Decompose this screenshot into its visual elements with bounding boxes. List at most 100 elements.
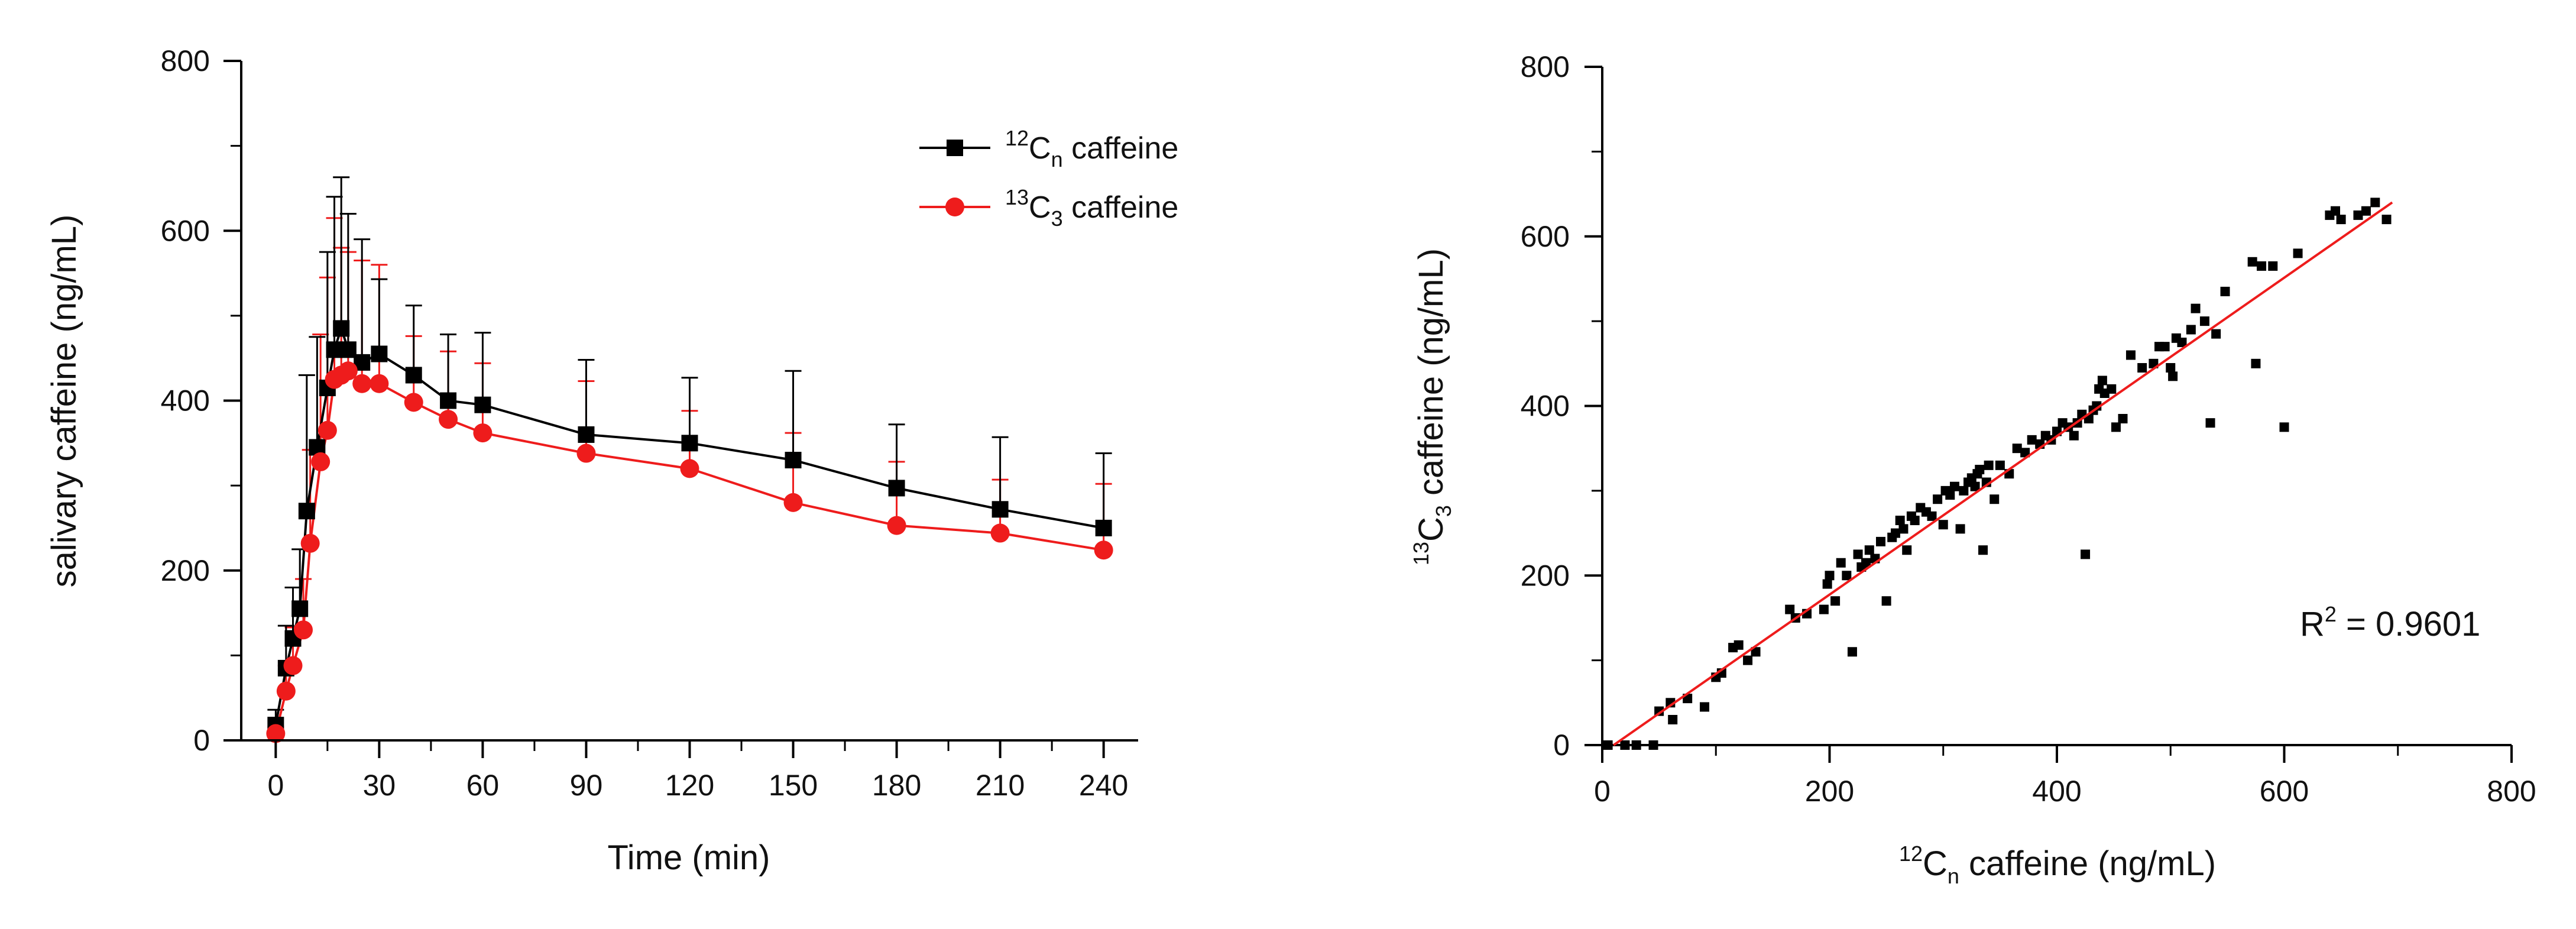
scatter-point-53 xyxy=(1975,465,1985,475)
series-markers xyxy=(266,320,1113,743)
marker-1-19 xyxy=(990,523,1010,543)
scatter-point-0 xyxy=(1603,740,1613,750)
scatter-point-91 xyxy=(2186,325,2196,335)
scatter-point-19 xyxy=(1822,579,1832,589)
marker-1-16 xyxy=(680,459,699,478)
left-y-tick-label-0: 0 xyxy=(193,724,210,757)
marker-0-7 xyxy=(326,341,343,358)
scatter-point-28 xyxy=(1864,545,1874,555)
scatter-point-2 xyxy=(1631,740,1641,750)
marker-0-19 xyxy=(991,501,1009,518)
right-x-tick-label-400: 400 xyxy=(2032,775,2081,808)
scatter-point-38 xyxy=(1910,516,1920,526)
scatter-point-45 xyxy=(1945,490,1955,500)
scatter-point-105 xyxy=(2336,215,2346,225)
scatter-point-33 xyxy=(1891,528,1901,538)
marker-0-17 xyxy=(785,452,802,469)
marker-0-18 xyxy=(888,480,905,497)
scatter-point-107 xyxy=(2361,206,2371,216)
scatter-point-27 xyxy=(1861,558,1871,568)
scatter-point-101 xyxy=(2279,422,2289,432)
scatter-point-20 xyxy=(1825,571,1835,581)
scatter-point-83 xyxy=(2137,362,2147,373)
marker-1-0 xyxy=(266,724,286,743)
scatter-point-77 xyxy=(2097,376,2107,386)
marker-1-15 xyxy=(576,444,596,463)
left-y-tick-label-600: 600 xyxy=(161,214,210,247)
legend-marker-circle xyxy=(945,198,964,216)
scatter-point-82 xyxy=(2125,350,2136,360)
right-x-tick-label-200: 200 xyxy=(1805,775,1854,808)
scatter-point-95 xyxy=(2211,329,2221,339)
marker-0-4 xyxy=(298,503,315,520)
left-x-tick-label-180: 180 xyxy=(872,769,921,802)
scatter-point-97 xyxy=(2247,257,2257,267)
scatter-point-23 xyxy=(1842,571,1852,581)
scatter-point-87 xyxy=(2166,362,2176,373)
marker-0-20 xyxy=(1095,519,1112,536)
scatter-point-34 xyxy=(1895,516,1905,526)
marker-1-5 xyxy=(311,452,330,471)
scatter-point-58 xyxy=(1995,460,2005,470)
scatter-point-6 xyxy=(1668,714,1678,724)
marker-1-6 xyxy=(317,420,337,440)
right-x-axis-title: 12Cn caffeine (ng/mL) xyxy=(1899,841,2216,888)
legend-marker-square xyxy=(947,140,963,156)
marker-0-11 xyxy=(371,345,388,362)
marker-0-15 xyxy=(578,426,595,443)
left-x-tick-label-120: 120 xyxy=(665,769,714,802)
marker-1-18 xyxy=(887,516,906,535)
scatter-point-30 xyxy=(1876,536,1886,546)
scatter-point-22 xyxy=(1836,558,1846,568)
left-y-tick-label-800: 800 xyxy=(161,44,210,77)
scatter-point-4 xyxy=(1654,706,1664,716)
right-x-tick-label-0: 0 xyxy=(1594,775,1611,808)
marker-1-4 xyxy=(300,533,320,553)
scatter-point-8 xyxy=(1700,702,1710,712)
scatter-point-93 xyxy=(2199,316,2209,326)
legend-label-12cn: 12Cn caffeine xyxy=(1005,126,1178,171)
left-y-tick-label-200: 200 xyxy=(161,554,210,587)
left-x-tick-label-30: 30 xyxy=(363,769,396,802)
scatter-point-109 xyxy=(2381,215,2392,225)
right-y-tick-label-600: 600 xyxy=(1521,220,1570,253)
left-y-tick-label-400: 400 xyxy=(161,384,210,417)
left-tick-labels: 0 30 60 90 120 150 180 210 240 0 200 400 600 800 xyxy=(161,44,1129,802)
scatter-point-79 xyxy=(2107,384,2117,394)
scatter-point-96 xyxy=(2220,286,2230,296)
scatter-point-15 xyxy=(1785,604,1795,614)
left-x-tick-label-90: 90 xyxy=(570,769,603,802)
scatter-point-12 xyxy=(1733,640,1744,650)
legend-label-13c3: 13C3 caffeine xyxy=(1005,185,1178,231)
scatter-point-108 xyxy=(2370,198,2380,208)
scatter-point-36 xyxy=(1902,545,1912,555)
left-x-tick-label-60: 60 xyxy=(466,769,500,802)
marker-0-9 xyxy=(339,341,357,358)
right-y-tick-label-200: 200 xyxy=(1521,559,1570,592)
marker-1-3 xyxy=(294,620,313,640)
scatter-point-54 xyxy=(1978,545,1988,555)
scatter-point-90 xyxy=(2177,337,2187,347)
scatter-point-47 xyxy=(1955,524,1965,534)
scatter-point-94 xyxy=(2205,418,2215,428)
legend: 12Cn caffeine 13C3 caffeine xyxy=(919,126,1178,231)
marker-1-17 xyxy=(783,493,803,512)
marker-0-13 xyxy=(440,392,457,409)
right-y-tick-label-0: 0 xyxy=(1553,729,1570,762)
right-x-tick-label-800: 800 xyxy=(2487,775,2536,808)
regression-line xyxy=(1613,201,2393,746)
scatter-point-104 xyxy=(2331,206,2341,216)
scatter-point-18 xyxy=(1819,604,1829,614)
marker-1-12 xyxy=(404,393,423,412)
marker-1-9 xyxy=(338,361,358,381)
marker-1-1 xyxy=(276,681,296,701)
marker-0-8 xyxy=(333,320,350,337)
scatter-point-14 xyxy=(1751,647,1761,657)
right-y-axis-title: 13C3 caffeine (ng/mL) xyxy=(1409,248,1456,565)
scatter-point-41 xyxy=(1927,511,1937,521)
scatter-point-88 xyxy=(2168,371,2178,381)
scatter-point-57 xyxy=(1989,494,2000,504)
right-x-tick-label-600: 600 xyxy=(2260,775,2309,808)
scatter-point-35 xyxy=(1898,524,1908,534)
